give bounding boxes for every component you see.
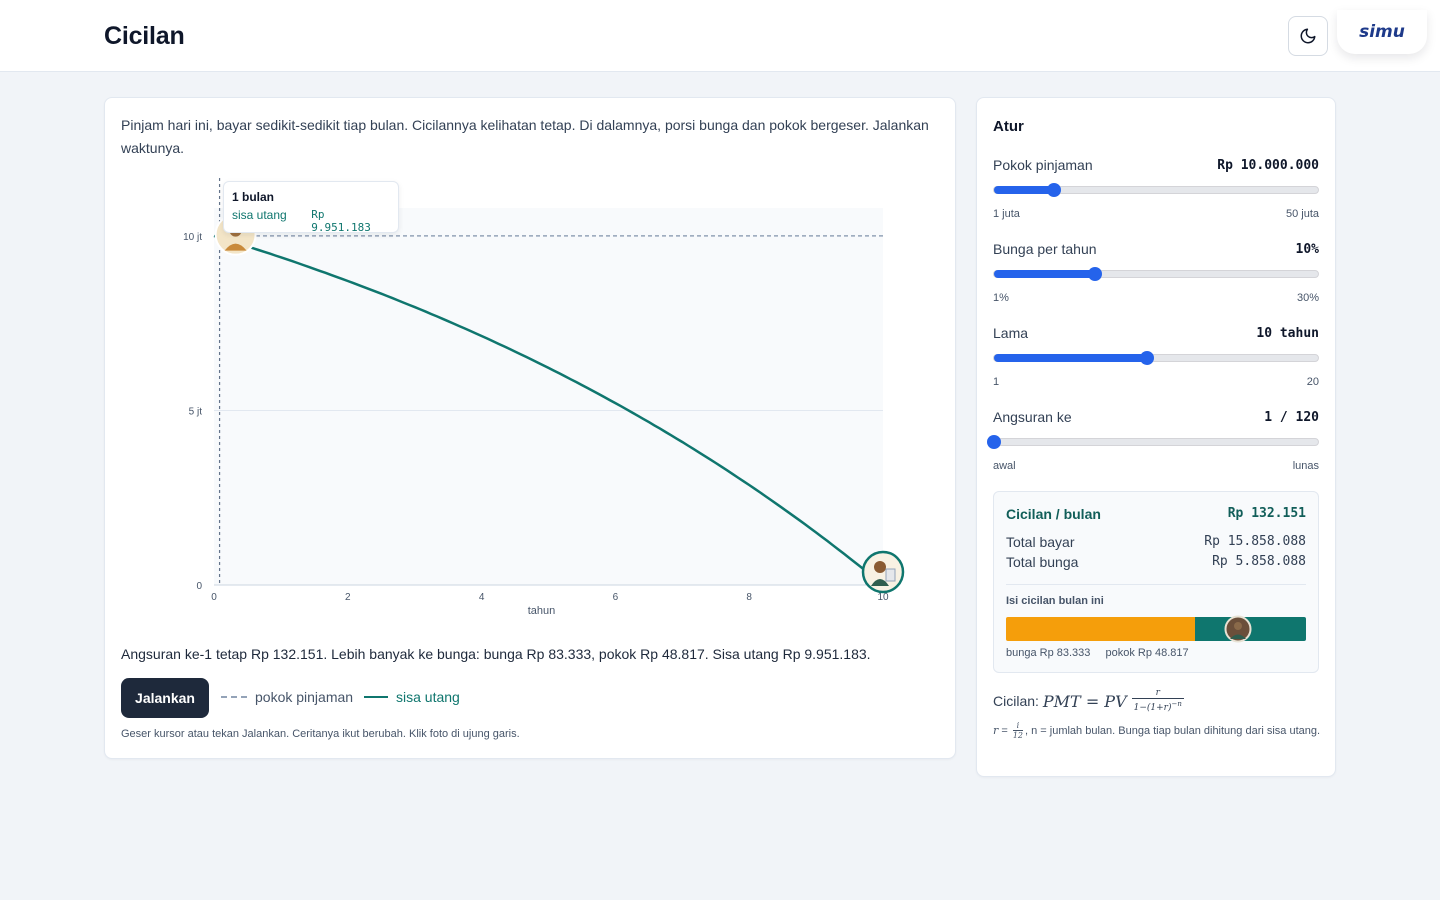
balance-chart[interactable]: 0 5 jt 10 jt 0 2 4 6 8 10 tahun	[105, 98, 957, 638]
avatar-body	[224, 243, 247, 251]
interest-portion	[1006, 617, 1196, 641]
y-tick-label: 5 jt	[189, 406, 203, 417]
split-interest-label: bunga Rp 83.333	[1006, 647, 1091, 659]
formula-fraction: r 1−(1+r)−n	[1131, 688, 1184, 713]
monthly-label: Cicilan / bulan	[1006, 506, 1101, 522]
split-principal-label: pokok Rp 48.817	[1105, 647, 1189, 659]
settings-panel: Atur Pokok pinjaman Rp 10.000.000 1 juta…	[976, 97, 1336, 777]
x-tick-label: 8	[746, 592, 752, 603]
divider	[1006, 584, 1306, 585]
duration-slider[interactable]	[993, 351, 1319, 365]
installment-summary: Angsuran ke-1 tetap Rp 132.151. Lebih ba…	[121, 646, 871, 662]
solid-line-swatch	[364, 696, 388, 698]
legend-principal-label: pokok pinjaman	[255, 689, 354, 705]
person-avatar-icon[interactable]	[1224, 615, 1252, 643]
x-tick-label: 4	[479, 592, 485, 603]
total-value: Rp 15.858.088	[1204, 534, 1306, 549]
slider-thumb[interactable]	[1046, 183, 1061, 197]
principal-label: Pokok pinjaman	[993, 157, 1093, 173]
tooltip-label: sisa utang	[232, 208, 287, 222]
x-axis-title: tahun	[528, 605, 556, 617]
monthly-value: Rp 132.151	[1227, 506, 1306, 521]
slider-thumb[interactable]	[1087, 267, 1102, 281]
principal-value: Rp 10.000.000	[1217, 157, 1319, 173]
total-label: Total bayar	[1006, 534, 1075, 550]
installment-label: Angsuran ke	[993, 409, 1072, 425]
interest-value: 10%	[1295, 241, 1319, 257]
duration-value: 10 tahun	[1256, 325, 1319, 341]
formula-math: PMT = PV	[1042, 691, 1127, 711]
tooltip-title: 1 bulan	[232, 190, 275, 204]
legend-principal: pokok pinjaman	[221, 689, 353, 705]
slider-fill	[994, 270, 1095, 278]
avatar-body	[871, 579, 889, 586]
top-bar: Cicilan simu	[0, 0, 1440, 72]
x-tick-label: 0	[211, 592, 217, 603]
logo-text: simu	[1359, 22, 1405, 42]
avatar-paper	[885, 568, 896, 582]
x-tick-label: 6	[613, 592, 619, 603]
interest-total-value: Rp 5.858.088	[1212, 554, 1306, 569]
range-max: 50 juta	[1285, 208, 1319, 220]
interest-label: Bunga per tahun	[993, 241, 1097, 257]
rate-fraction: i 12	[1012, 721, 1023, 741]
tooltip-value: Rp 9.951.183	[311, 208, 371, 234]
formula-label: Cicilan:	[993, 693, 1039, 709]
formula-note: r = i 12, n = jumlah bulan. Bunga tiap bu…	[993, 721, 1321, 741]
y-tick-label: 10 jt	[183, 232, 202, 243]
x-tick-label: 2	[345, 592, 351, 603]
installment-slider[interactable]	[987, 435, 1319, 449]
interest-slider[interactable]	[993, 267, 1319, 281]
range-max: lunas	[1292, 460, 1319, 472]
control-principal: Pokok pinjaman Rp 10.000.000 1 juta 50 j…	[993, 156, 1319, 220]
y-tick-label: 0	[196, 581, 202, 592]
control-installment: Angsuran ke 1 / 120 awal lunas	[987, 408, 1319, 472]
formula-note-text: , n = jumlah bulan. Bunga tiap bulan dih…	[1025, 725, 1321, 737]
plot-background	[214, 208, 883, 585]
duration-label: Lama	[993, 325, 1029, 341]
end-avatar-icon[interactable]	[861, 550, 905, 594]
control-interest: Bunga per tahun 10% 1% 30%	[993, 240, 1319, 304]
range-max: 30%	[1296, 292, 1319, 304]
slider-thumb[interactable]	[1140, 351, 1155, 365]
intro-text: Pinjam hari ini, bayar sedikit-sedikit t…	[121, 117, 929, 156]
formula: Cicilan: PMT = PV r 1−(1+r)−n	[993, 688, 1184, 714]
principal-slider[interactable]	[993, 183, 1319, 197]
slider-fill	[994, 354, 1148, 362]
simulation-card: Pinjam hari ini, bayar sedikit-sedikit t…	[104, 97, 956, 759]
dashed-line-swatch	[221, 696, 247, 698]
chart-tooltip: 1 bulan sisa utang Rp 9.951.183	[223, 181, 399, 234]
range-min: 1%	[993, 292, 1009, 304]
legend-balance: sisa utang	[364, 689, 460, 705]
installment-value: 1 / 120	[1264, 409, 1319, 425]
range-min: 1	[993, 376, 1000, 388]
theme-toggle-button[interactable]	[1288, 16, 1328, 56]
split-title: Isi cicilan bulan ini	[1006, 595, 1104, 607]
control-duration: Lama 10 tahun 1 20	[993, 324, 1319, 388]
payment-split-bar	[1006, 617, 1306, 641]
interest-total-label: Total bunga	[1006, 554, 1079, 570]
result-box: Cicilan / bulan Rp 132.151 Total bayar R…	[993, 491, 1319, 673]
range-min: awal	[993, 460, 1016, 472]
slider-fill	[994, 186, 1054, 194]
range-max: 20	[1306, 376, 1319, 388]
range-min: 1 juta	[993, 208, 1020, 220]
avatar-head	[874, 561, 886, 573]
settings-title: Atur	[993, 118, 1024, 135]
moon-icon	[1300, 28, 1316, 44]
legend-balance-label: sisa utang	[396, 689, 460, 705]
x-tick-label: 10	[877, 592, 889, 603]
page-title: Cicilan	[104, 22, 185, 50]
simu-logo[interactable]: simu	[1337, 10, 1427, 54]
hint-text: Geser kursor atau tekan Jalankan. Cerita…	[121, 728, 520, 740]
slider-thumb[interactable]	[987, 435, 1001, 449]
balance-line	[213, 234, 884, 586]
run-button[interactable]: Jalankan	[121, 678, 209, 718]
